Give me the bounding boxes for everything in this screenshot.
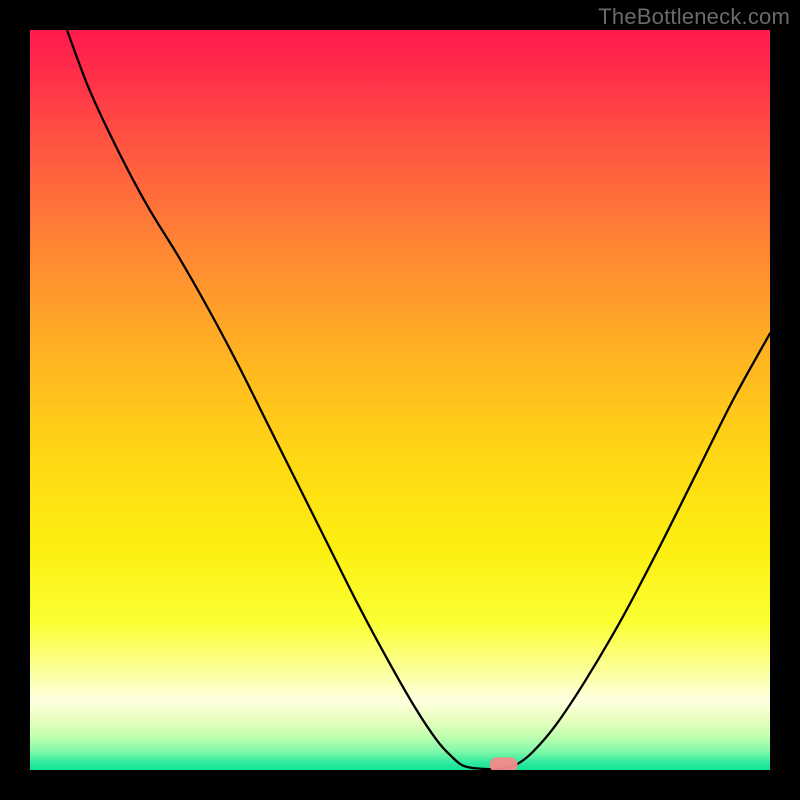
bottleneck-chart [30, 30, 770, 770]
optimal-marker [490, 757, 518, 770]
chart-svg [30, 30, 770, 770]
watermark-text: TheBottleneck.com [598, 4, 790, 30]
chart-background [30, 30, 770, 770]
